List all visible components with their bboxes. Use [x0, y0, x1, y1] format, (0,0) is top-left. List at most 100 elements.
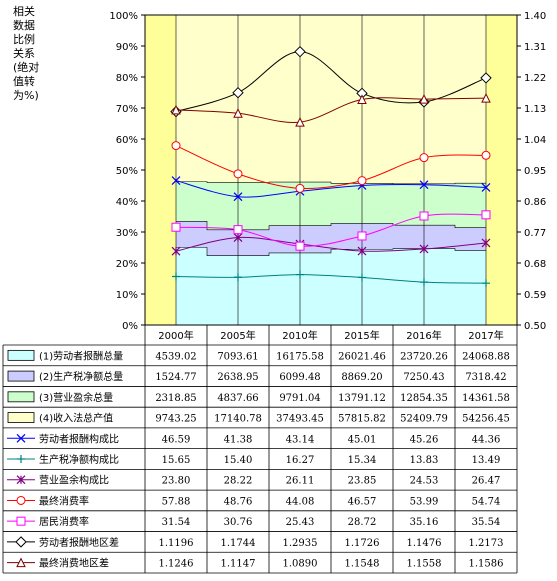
legend-label: 劳动者报酬地区差: [39, 536, 119, 549]
table-cell: 4539.02: [155, 351, 196, 362]
y-right-tick-label: 1.40: [524, 11, 546, 22]
y-left-tick-label: 60%: [116, 135, 138, 146]
marker-plus: [296, 270, 304, 279]
legend-label: (2)生产税净额总量: [39, 370, 123, 383]
table-cell: 35.54: [472, 517, 501, 528]
table-cell: 43.14: [286, 434, 315, 445]
y-right-tick-label: 1.04: [524, 135, 546, 146]
marker-circle: [171, 141, 181, 151]
y-left-tick-label: 20%: [116, 259, 138, 270]
marker-triangle: [16, 557, 26, 568]
table-cell: 1.1726: [345, 538, 380, 549]
category-label: 2005年: [220, 329, 255, 342]
table-cell: 1.1476: [407, 538, 442, 549]
legend-label: 劳动者报酬构成比: [39, 432, 119, 445]
table-cell: 7250.43: [403, 372, 444, 383]
y-right-tick-label: 1.31: [524, 42, 546, 53]
table-cell: 54.74: [472, 496, 501, 507]
table-cell: 24.53: [410, 476, 439, 487]
y-right-tick-label: 1.22: [524, 73, 546, 84]
table-cell: 1.1558: [407, 559, 442, 570]
marker-triangle: [233, 108, 243, 118]
marker-triangle: [481, 93, 491, 103]
legend-swatch: [7, 370, 35, 382]
table-cell: 15.40: [224, 455, 253, 466]
legend-swatch: [7, 391, 35, 403]
marker-triangle: [419, 93, 429, 104]
data-table: 2000年 2005年 2010年 2015年 2016年 2017年 (1)劳动者报酬总量…: [2, 325, 518, 574]
line-series-5: [171, 210, 491, 251]
legend-label: (1)劳动者报酬总量: [39, 349, 123, 362]
line-series-4: [171, 141, 491, 193]
table-cell: 52409.79: [400, 414, 448, 425]
area-boundary-3: [145, 181, 517, 185]
table-cell: 46.57: [348, 496, 377, 507]
table-cell: 1.1744: [221, 538, 256, 549]
table-cell: 45.26: [410, 434, 439, 445]
legend-label: 居民消费率: [39, 515, 89, 528]
legend-label: (4)收入法总产值: [39, 412, 113, 425]
category-label: 2017年: [468, 329, 503, 342]
series-line: [175, 180, 487, 198]
marker-x: [233, 192, 243, 202]
table-cell: 24068.88: [462, 351, 510, 362]
table-cell: 16175.58: [276, 351, 324, 362]
table-cell: 41.38: [224, 434, 253, 445]
marker-plus: [420, 278, 428, 287]
table-cell: 12854.35: [400, 393, 448, 404]
right-side-panel: [486, 15, 517, 325]
series-line: [175, 236, 487, 252]
legend-label: 最终消费地区差: [39, 557, 109, 570]
line-series-6: [170, 45, 492, 118]
table-cell: 13791.12: [338, 393, 386, 404]
marker-circle: [357, 176, 367, 186]
table-cell: 1.1548: [345, 559, 380, 570]
marker-triangle: [357, 94, 367, 104]
table-cell: 25.43: [286, 517, 315, 528]
table-cell: 1.1147: [221, 559, 256, 570]
marker-star: [419, 244, 429, 254]
y-right-tick-label: 0.59: [524, 290, 546, 301]
y-left-tick-label: 0%: [122, 321, 138, 332]
marker-star: [481, 238, 491, 248]
marker-triangle: [171, 104, 181, 115]
table-cell: 28.22: [224, 476, 253, 487]
series-line: [175, 97, 487, 123]
marker-square: [481, 210, 491, 220]
marker-plus: [172, 272, 180, 281]
table-cell: 1.2935: [283, 538, 318, 549]
marker-diamond: [15, 536, 27, 548]
marker-plus: [358, 273, 366, 282]
marker-star: [171, 246, 181, 256]
marker-diamond: [294, 45, 306, 58]
table-cell: 57815.82: [338, 414, 386, 425]
y-right-tick-label: 0.77: [524, 228, 546, 239]
table-cell: 1524.77: [155, 372, 196, 383]
legend-label: 生产税净额构成比: [39, 453, 119, 466]
marker-circle: [295, 183, 305, 193]
table-cell: 23.80: [162, 476, 191, 487]
line-series-7: [171, 93, 491, 127]
marker-star: [233, 233, 243, 242]
table-cell: 30.76: [224, 517, 253, 528]
table-cell: 48.76: [224, 496, 253, 507]
table-cell: 2638.95: [217, 372, 258, 383]
y-left-tick-label: 10%: [116, 290, 138, 301]
marker-diamond: [232, 86, 244, 99]
area-boundary-1: [145, 247, 517, 256]
table-cell: 44.08: [286, 496, 315, 507]
area-series-1: [145, 247, 517, 325]
area-boundary-2: [145, 220, 517, 231]
table-cell: 31.54: [162, 517, 191, 528]
marker-x: [16, 433, 26, 443]
legend-label: 最终消费率: [39, 494, 89, 507]
y-right-tick-label: 0.68: [524, 259, 546, 270]
table-cell: 1.0890: [283, 559, 318, 570]
marker-x: [171, 176, 181, 185]
y-left-tick-label: 30%: [116, 228, 138, 239]
legend-label: (3)营业盈余总量: [39, 391, 113, 404]
table-cell: 9791.04: [279, 393, 320, 404]
table-cell: 46.59: [162, 434, 191, 445]
table-cell: 16.27: [286, 455, 315, 466]
